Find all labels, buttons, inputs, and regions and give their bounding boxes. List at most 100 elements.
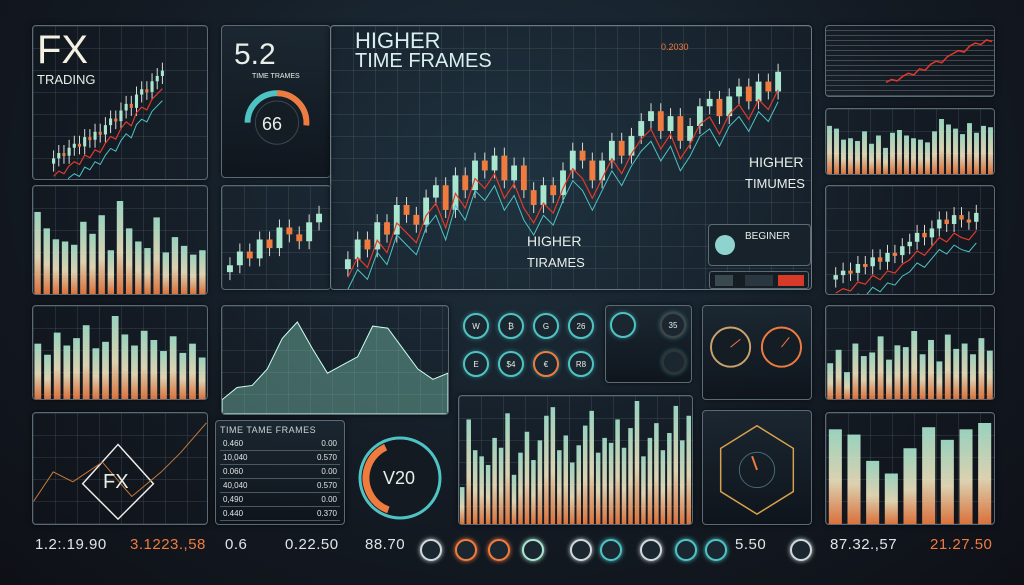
btn-a[interactable] <box>715 275 733 286</box>
candle <box>62 153 66 157</box>
currency-icon[interactable]: W <box>463 313 489 339</box>
bar <box>680 440 685 524</box>
icon-glyph: ₿ <box>508 321 514 331</box>
candle <box>833 275 838 280</box>
right-bars-3 <box>825 412 995 525</box>
table-cell: 0.00 <box>321 439 337 448</box>
candle <box>256 239 263 259</box>
candle <box>403 204 410 215</box>
price-readout: 21.27.50 <box>930 536 992 553</box>
bar <box>978 338 985 399</box>
bar <box>848 138 853 174</box>
bar <box>61 241 69 294</box>
bar <box>150 339 158 399</box>
v20-dial <box>358 436 442 520</box>
bar <box>911 138 916 174</box>
candle <box>88 137 92 141</box>
main-chart-panel: HIGHER TIME FRAMES 0.2030 HIGHER TIMUMES… <box>330 25 812 290</box>
readout-value: 1.2:.19.90 <box>35 536 107 553</box>
bar <box>922 427 936 524</box>
bar <box>34 211 41 294</box>
mini-shield-icon[interactable] <box>662 350 686 374</box>
candle <box>316 213 323 223</box>
currency-icon[interactable]: $4 <box>498 351 524 377</box>
bar <box>890 132 895 174</box>
currency-icon[interactable]: € <box>533 351 559 377</box>
mini-value-dial[interactable]: 35 <box>660 312 686 338</box>
d-coin-icon[interactable] <box>420 539 442 561</box>
icon-glyph: $4 <box>506 359 516 369</box>
currency-icon[interactable]: G <box>533 313 559 339</box>
mountain-icon[interactable] <box>522 539 544 561</box>
bar <box>162 252 169 294</box>
bar <box>911 331 918 399</box>
bar <box>180 245 188 294</box>
table-cell: 0.460 <box>223 439 244 448</box>
candle <box>67 147 71 156</box>
bar <box>869 143 874 174</box>
readout-value: 0.6 <box>225 536 248 553</box>
readout-value: 5.50 <box>735 536 767 553</box>
orange-coin-icon[interactable] <box>455 539 477 561</box>
time-table-panel: TIME TAME FRAMES 0.460 0.00 10,040 0.570 0.0… <box>215 420 345 525</box>
candle <box>160 70 164 76</box>
bar <box>107 250 115 294</box>
candle <box>608 140 615 161</box>
currency-icon[interactable]: 26 <box>568 313 594 339</box>
bar <box>828 429 842 524</box>
trend-line <box>53 88 163 177</box>
shield-icon[interactable] <box>675 539 697 561</box>
right-candles <box>825 185 995 295</box>
bar <box>595 452 601 524</box>
currency-icon[interactable]: ₿ <box>498 313 524 339</box>
candle <box>140 89 144 95</box>
fx-diamond-panel: FX <box>32 412 208 525</box>
candle <box>266 239 273 249</box>
diamond-icon <box>33 422 207 521</box>
bar <box>576 445 582 524</box>
candle <box>657 111 664 131</box>
overlay-1-line2: TIMUMES <box>745 176 805 191</box>
table-row: 0,490 0.00 <box>220 493 340 507</box>
candle <box>236 251 243 266</box>
area-chart <box>222 321 448 414</box>
bar <box>52 239 60 294</box>
bar <box>73 338 80 399</box>
globe-icon[interactable] <box>570 539 592 561</box>
action-buttons[interactable] <box>709 271 809 289</box>
bar <box>485 464 491 524</box>
orange-ring-icon[interactable] <box>488 539 510 561</box>
currency-icon[interactable]: R8 <box>568 351 594 377</box>
candle <box>77 143 82 147</box>
bar <box>884 473 898 524</box>
mini-coin-icon[interactable] <box>610 312 636 338</box>
bar <box>970 354 976 399</box>
toggle-icon[interactable] <box>640 539 662 561</box>
table-cell: 10,040 <box>223 453 248 462</box>
candle <box>384 222 390 235</box>
trend-line <box>835 230 977 294</box>
candle <box>892 252 898 256</box>
beginner-card[interactable]: BEGINER <box>708 224 811 266</box>
bar <box>960 134 965 174</box>
e-coin-icon[interactable] <box>705 539 727 561</box>
candle <box>959 215 964 220</box>
currency-icon[interactable]: E <box>463 351 489 377</box>
btn-b[interactable] <box>745 275 773 286</box>
candle <box>974 212 979 222</box>
candle <box>951 215 957 224</box>
wallet-icon[interactable] <box>790 539 812 561</box>
readout-value: 87.32.,57 <box>830 536 898 553</box>
candle <box>944 219 949 224</box>
candle <box>736 86 742 97</box>
bar <box>569 462 575 524</box>
btn-c[interactable] <box>778 275 804 286</box>
bar <box>981 125 986 174</box>
trend-line <box>347 101 779 289</box>
beginner-label: BEGINER <box>745 231 791 242</box>
bar <box>518 452 523 524</box>
candle <box>364 239 371 250</box>
gem-icon[interactable] <box>600 539 622 561</box>
icon-glyph: 26 <box>576 321 586 331</box>
price-readout: 1.2:.19.90 <box>35 536 107 553</box>
